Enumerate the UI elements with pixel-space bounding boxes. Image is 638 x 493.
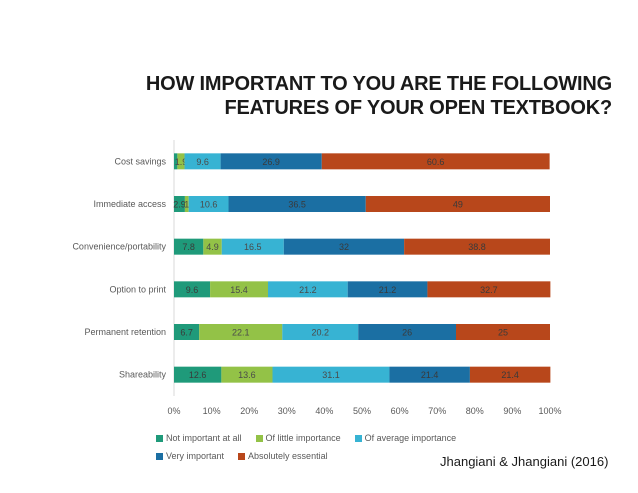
- data-label: 21.4: [501, 370, 519, 380]
- bar-segment: [268, 281, 348, 298]
- bar-segment: [174, 238, 204, 255]
- data-label: 32.7: [480, 285, 498, 295]
- category-label: Convenience/portability: [72, 242, 166, 252]
- data-label: 38.8: [468, 242, 486, 252]
- bar-segment: [347, 281, 428, 298]
- category-label: Cost savings: [114, 156, 166, 166]
- category-label: Permanent retention: [84, 327, 166, 337]
- data-label: 6.7: [180, 328, 193, 338]
- data-label: 16.5: [244, 242, 262, 252]
- data-label: 20.2: [311, 328, 329, 338]
- legend-label: Of average importance: [364, 433, 457, 443]
- legend-swatch: [354, 434, 362, 442]
- x-tick-label: 100%: [538, 406, 561, 416]
- data-label: 26: [402, 328, 412, 338]
- data-label: 4.9: [206, 242, 219, 252]
- data-label: 15.4: [230, 285, 248, 295]
- legend-swatch: [156, 452, 163, 460]
- x-tick-label: 60%: [391, 406, 409, 416]
- legend-swatch: [156, 434, 163, 442]
- bar-segment: [174, 281, 211, 298]
- data-label: 9.6: [196, 157, 209, 167]
- category-label: Immediate access: [93, 199, 166, 209]
- legend-label: Very important: [166, 451, 225, 461]
- legend-label: Of little importance: [265, 433, 341, 443]
- data-label: 49: [453, 200, 463, 210]
- bar-segment: [321, 153, 550, 170]
- bar-segment: [283, 238, 405, 255]
- bar-segment: [358, 324, 456, 340]
- bar-segment: [203, 238, 222, 255]
- chart-title-line-2: FEATURES OF YOUR OPEN TEXTBOOK?: [224, 97, 612, 119]
- bar-segment: [365, 196, 550, 212]
- bar-segment: [404, 238, 550, 255]
- data-label: 21.2: [299, 285, 317, 295]
- data-label: 22.1: [232, 328, 250, 338]
- x-tick-label: 30%: [278, 406, 296, 416]
- bar-segment: [174, 153, 178, 170]
- bar-segment: [199, 324, 283, 340]
- chart-legend: Not important at all Of little importance…: [156, 429, 556, 465]
- legend-item: Not important at all: [156, 429, 242, 447]
- data-label: 9.6: [186, 285, 199, 295]
- bar-segment: [221, 366, 273, 383]
- data-label: 25: [498, 328, 508, 338]
- data-label: 21.4: [421, 370, 439, 380]
- bar-segment: [174, 366, 222, 383]
- bar-segment: [282, 324, 359, 340]
- data-label: 2.9: [173, 200, 186, 210]
- x-tick-label: 40%: [315, 406, 333, 416]
- data-label: 7.8: [182, 242, 195, 252]
- bar-segment: [389, 366, 470, 383]
- legend-item: Absolutely essential: [238, 447, 328, 465]
- data-label: 60.6: [427, 157, 445, 167]
- legend-label: Not important at all: [166, 433, 242, 443]
- legend-swatch: [238, 452, 246, 460]
- data-label: 1: [184, 200, 189, 210]
- legend-label: Absolutely essential: [248, 451, 328, 461]
- source-credit: Jhangiani & Jhangiani (2016): [440, 454, 609, 469]
- bar-segment: [174, 196, 185, 212]
- x-tick-label: 80%: [466, 406, 484, 416]
- bar-segment: [272, 366, 390, 383]
- data-label: 36.5: [288, 200, 306, 210]
- x-tick-label: 70%: [428, 406, 446, 416]
- bar-segment: [177, 153, 185, 170]
- legend-item: Of average importance: [354, 429, 457, 447]
- legend-item: Of little importance: [255, 429, 341, 447]
- bar-segment: [174, 324, 200, 340]
- chart-title: HOW IMPORTANT TO YOU ARE THE FOLLOWING F…: [0, 72, 612, 120]
- data-label: 13.6: [238, 370, 256, 380]
- bar-segment: [427, 281, 551, 298]
- data-label: 1.9: [175, 157, 188, 167]
- x-tick-label: 20%: [240, 406, 258, 416]
- bar-segment: [210, 281, 268, 298]
- bar-segment: [184, 196, 189, 212]
- x-tick-label: 90%: [503, 406, 521, 416]
- data-label: 21.2: [379, 285, 397, 295]
- bar-segment: [228, 196, 366, 212]
- data-label: 26.9: [262, 157, 280, 167]
- x-tick-label: 10%: [203, 406, 221, 416]
- data-label: 32: [339, 242, 349, 252]
- legend-item: Very important: [156, 447, 224, 465]
- bar-segment: [221, 238, 284, 255]
- legend-swatch: [255, 434, 263, 442]
- x-tick-label: 50%: [353, 406, 371, 416]
- category-label: Shareability: [119, 370, 167, 380]
- bar-segment: [184, 153, 221, 170]
- bar-segment: [456, 324, 550, 340]
- data-label: 10.6: [200, 200, 218, 210]
- category-label: Option to print: [109, 284, 166, 294]
- x-tick-label: 0%: [167, 406, 180, 416]
- data-label: 31.1: [322, 370, 340, 380]
- bar-segment: [469, 366, 551, 383]
- bar-segment: [188, 196, 229, 212]
- chart-title-line-1: HOW IMPORTANT TO YOU ARE THE FOLLOWING: [145, 73, 612, 95]
- data-label: 12.6: [189, 370, 207, 380]
- bar-segment: [220, 153, 322, 170]
